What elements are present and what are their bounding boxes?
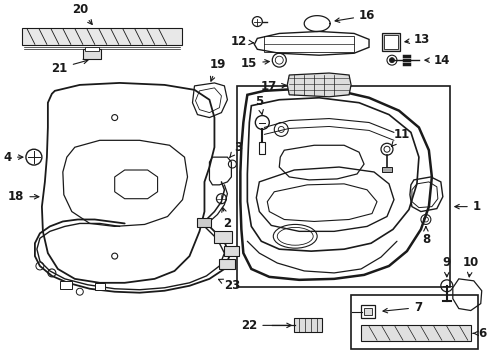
Polygon shape: [286, 73, 350, 97]
Bar: [350, 295, 477, 349]
Bar: [363, 307, 371, 315]
Text: 18: 18: [8, 190, 39, 203]
Text: 9: 9: [442, 256, 450, 277]
Text: 4: 4: [4, 150, 23, 164]
Bar: [259, 142, 265, 154]
Bar: [360, 325, 470, 341]
Bar: [381, 33, 399, 51]
Text: 12: 12: [231, 35, 253, 48]
Text: 10: 10: [462, 256, 478, 277]
Bar: [224, 246, 239, 256]
Text: 8: 8: [421, 227, 429, 246]
Bar: [214, 231, 232, 243]
Bar: [82, 49, 101, 59]
Bar: [60, 281, 72, 289]
Text: 5: 5: [255, 95, 263, 114]
Text: 15: 15: [241, 57, 269, 69]
Text: 7: 7: [382, 301, 421, 314]
Bar: [360, 305, 374, 319]
Text: 20: 20: [72, 3, 92, 24]
Bar: [95, 283, 104, 290]
Text: 3: 3: [229, 141, 242, 157]
Text: 23: 23: [218, 279, 240, 292]
Circle shape: [388, 58, 394, 63]
Bar: [381, 167, 391, 172]
Text: 2: 2: [222, 207, 231, 230]
Bar: [383, 35, 397, 49]
Bar: [22, 27, 181, 45]
Text: 22: 22: [241, 319, 291, 332]
Bar: [219, 259, 235, 269]
Bar: [237, 86, 449, 287]
Text: 13: 13: [404, 33, 429, 46]
Bar: [294, 319, 322, 332]
Bar: [264, 36, 353, 52]
Text: 16: 16: [334, 9, 375, 22]
Text: 1: 1: [454, 200, 480, 213]
Text: 19: 19: [209, 58, 225, 81]
Text: 11: 11: [391, 128, 409, 146]
Text: 14: 14: [424, 54, 449, 67]
Text: 21: 21: [51, 59, 88, 75]
Text: 6: 6: [472, 327, 486, 340]
Bar: [84, 47, 99, 51]
Text: 17: 17: [261, 80, 285, 93]
Bar: [197, 219, 211, 228]
